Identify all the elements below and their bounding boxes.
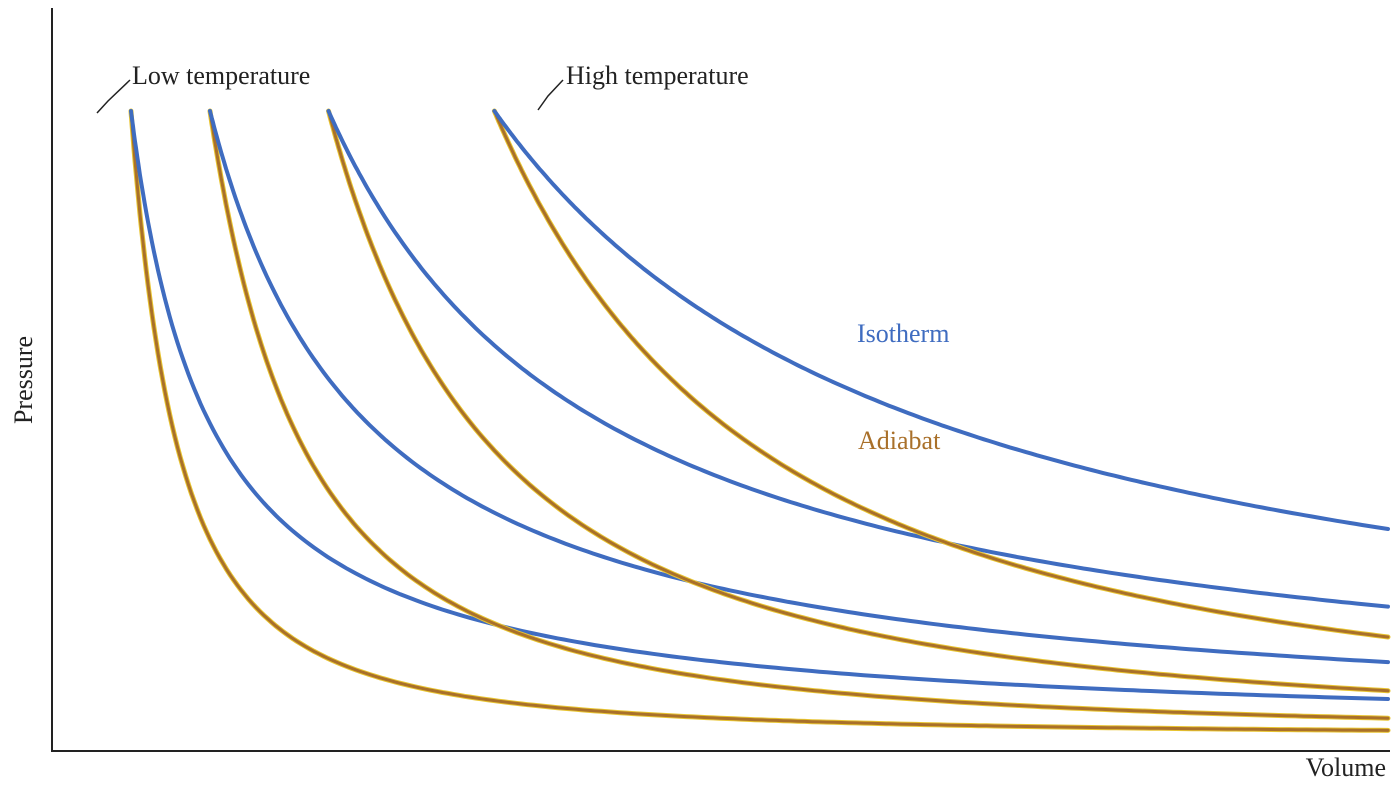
low-temperature-leader	[96, 79, 131, 114]
isotherm-curve-1	[129, 109, 1390, 701]
adiabat-curve-1	[129, 109, 1390, 732]
isotherm-curve-3	[326, 109, 1390, 609]
x-axis-label: Volume	[1306, 753, 1386, 782]
curves	[128, 108, 1391, 733]
isotherm-label: Isotherm	[857, 319, 949, 348]
adiabat-label: Adiabat	[858, 426, 941, 455]
isotherm-curve-4	[492, 109, 1390, 531]
adiabat-edge-1	[128, 108, 1391, 733]
isotherm-curve-2	[208, 109, 1390, 665]
adiabat-edge-4	[491, 108, 1391, 640]
adiabat-curve-3	[327, 109, 1390, 693]
adiabat-curve-2	[208, 109, 1390, 720]
axes	[51, 8, 1390, 752]
leader-lines	[96, 79, 564, 114]
high-temperature-label: High temperature	[566, 61, 749, 90]
low-temperature-label: Low temperature	[132, 61, 310, 90]
adiabat-curve-4	[492, 109, 1390, 639]
y-axis-label: Pressure	[9, 336, 38, 424]
high-temperature-leader	[537, 79, 564, 111]
adiabat-edge-2	[207, 108, 1391, 721]
adiabat-edge-3	[326, 108, 1391, 694]
